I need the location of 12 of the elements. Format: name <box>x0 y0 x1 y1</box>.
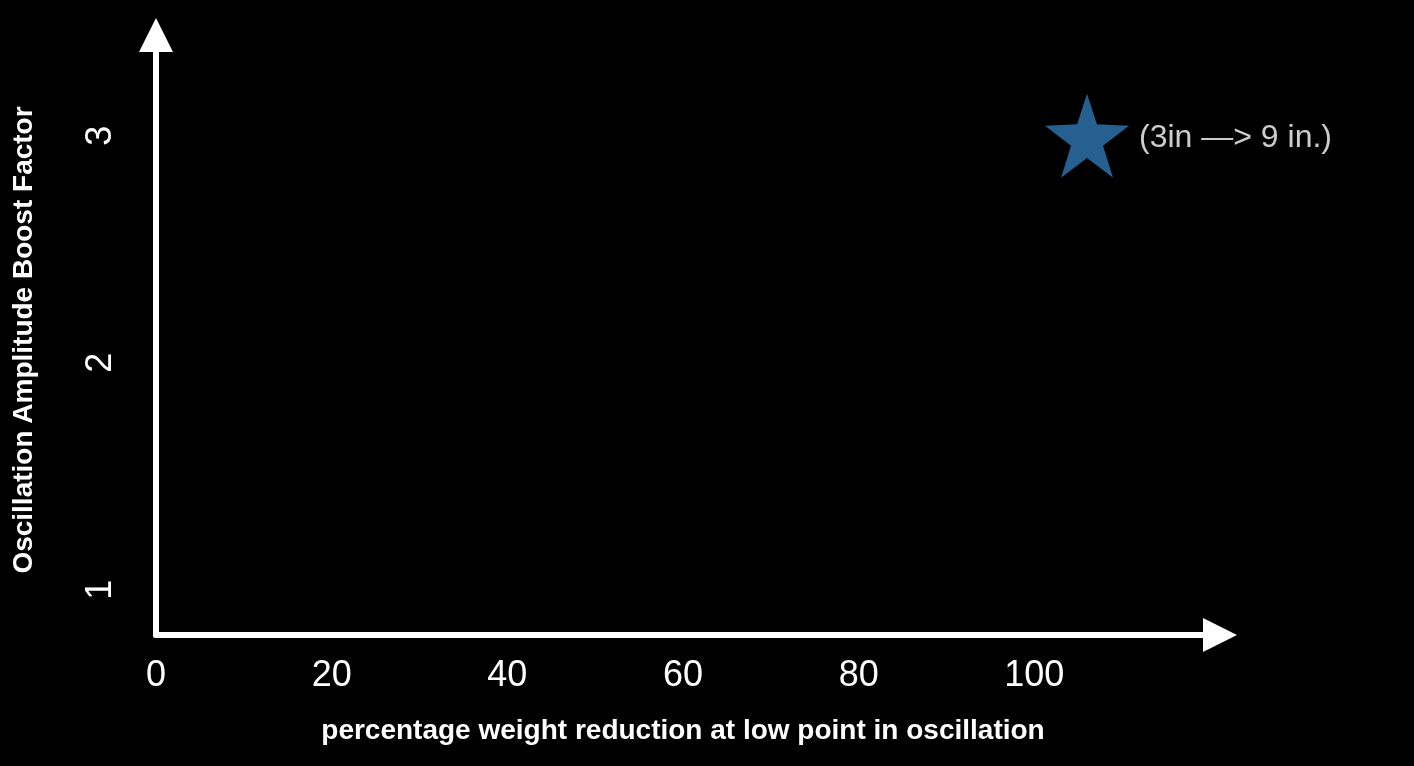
y-axis-title: Oscillation Amplitude Boost Factor <box>6 106 38 574</box>
y-tick-label: 3 <box>77 125 119 146</box>
x-tick-label: 20 <box>311 652 352 694</box>
y-tick-label: 1 <box>77 579 119 600</box>
x-tick-label: 80 <box>838 652 879 694</box>
y-tick-label: 2 <box>77 352 119 373</box>
x-axis-title: percentage weight reduction at low point in oscillation <box>321 713 1045 745</box>
annotation: (3in —> 9 in.) <box>1139 117 1332 154</box>
x-tick-label: 60 <box>662 652 704 694</box>
x-tick-label: 40 <box>487 652 528 694</box>
x-tick-label: 0 <box>145 652 167 694</box>
x-tick-label: 100 <box>1004 652 1065 694</box>
